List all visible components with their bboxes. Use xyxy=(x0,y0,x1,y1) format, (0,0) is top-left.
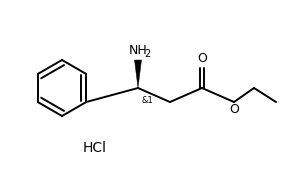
Text: &1: &1 xyxy=(141,96,153,105)
Text: 2: 2 xyxy=(144,49,150,59)
Text: O: O xyxy=(229,103,239,116)
Text: NH: NH xyxy=(129,44,147,57)
Text: O: O xyxy=(197,52,207,65)
Polygon shape xyxy=(135,60,141,88)
Text: HCl: HCl xyxy=(83,141,107,155)
